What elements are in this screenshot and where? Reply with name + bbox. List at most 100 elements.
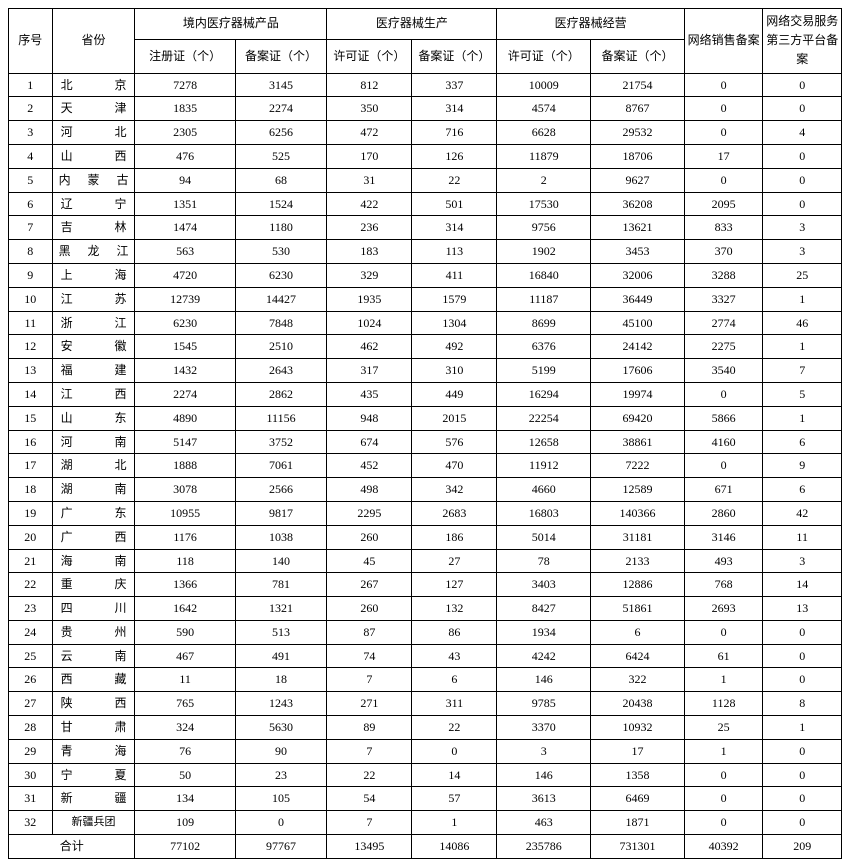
cell-value: 6 xyxy=(763,430,842,454)
cell-value: 11879 xyxy=(497,144,591,168)
cell-value: 1366 xyxy=(135,573,235,597)
table-row: 20广西11761038260186501431181314611 xyxy=(9,525,842,549)
cell-value: 8 xyxy=(763,692,842,716)
table-row: 18湖南307825664983424660125896716 xyxy=(9,478,842,502)
cell-value: 462 xyxy=(327,335,412,359)
cell-province: 新疆 xyxy=(52,787,135,811)
cell-province: 天津 xyxy=(52,97,135,121)
table-row: 25云南467491744342426424610 xyxy=(9,644,842,668)
cell-value: 1934 xyxy=(497,620,591,644)
table-row: 22重庆136678126712734031288676814 xyxy=(9,573,842,597)
cell-value: 0 xyxy=(763,811,842,835)
cell-value: 0 xyxy=(763,620,842,644)
cell-index: 29 xyxy=(9,739,53,763)
cell-value: 3752 xyxy=(235,430,327,454)
cell-value: 311 xyxy=(412,692,497,716)
cell-index: 4 xyxy=(9,144,53,168)
cell-value: 0 xyxy=(763,763,842,787)
cell-value: 6424 xyxy=(591,644,685,668)
cell-value: 10009 xyxy=(497,73,591,97)
cell-value: 2862 xyxy=(235,382,327,406)
cell-value: 492 xyxy=(412,335,497,359)
header-index: 序号 xyxy=(9,9,53,74)
cell-value: 126 xyxy=(412,144,497,168)
table-row: 32新疆兵团109071463187100 xyxy=(9,811,842,835)
table-row: 27陕西765124327131197852043811288 xyxy=(9,692,842,716)
cell-value: 20438 xyxy=(591,692,685,716)
cell-value: 435 xyxy=(327,382,412,406)
cell-index: 16 xyxy=(9,430,53,454)
table-row: 12安徽1545251046249263762414222751 xyxy=(9,335,842,359)
cell-value: 0 xyxy=(684,763,762,787)
cell-value: 411 xyxy=(412,263,497,287)
cell-value: 105 xyxy=(235,787,327,811)
cell-value: 0 xyxy=(684,811,762,835)
cell-province: 福建 xyxy=(52,359,135,383)
cell-value: 10932 xyxy=(591,716,685,740)
cell-value: 350 xyxy=(327,97,412,121)
cell-value: 45 xyxy=(327,549,412,573)
cell-value: 3370 xyxy=(497,716,591,740)
cell-value: 463 xyxy=(497,811,591,835)
cell-value: 812 xyxy=(327,73,412,97)
cell-value: 113 xyxy=(412,240,497,264)
cell-value: 6 xyxy=(412,668,497,692)
cell-value: 590 xyxy=(135,620,235,644)
cell-province: 宁夏 xyxy=(52,763,135,787)
cell-province: 山东 xyxy=(52,406,135,430)
cell-value: 0 xyxy=(684,787,762,811)
table-total-row: 合计77102977671349514086235786731301403922… xyxy=(9,835,842,859)
cell-index: 5 xyxy=(9,168,53,192)
cell-value: 5866 xyxy=(684,406,762,430)
cell-value: 1358 xyxy=(591,763,685,787)
cell-total-value: 97767 xyxy=(235,835,327,859)
cell-value: 2860 xyxy=(684,501,762,525)
cell-value: 0 xyxy=(763,787,842,811)
cell-value: 16840 xyxy=(497,263,591,287)
header-record-cert1: 备案证（个） xyxy=(235,39,327,73)
cell-value: 6230 xyxy=(235,263,327,287)
cell-province: 四川 xyxy=(52,597,135,621)
cell-province: 海南 xyxy=(52,549,135,573)
cell-value: 23 xyxy=(235,763,327,787)
cell-value: 2095 xyxy=(684,192,762,216)
cell-value: 132 xyxy=(412,597,497,621)
cell-value: 0 xyxy=(763,97,842,121)
cell-value: 0 xyxy=(235,811,327,835)
cell-value: 1871 xyxy=(591,811,685,835)
header-record-cert3: 备案证（个） xyxy=(591,39,685,73)
cell-value: 3613 xyxy=(497,787,591,811)
cell-value: 7848 xyxy=(235,311,327,335)
table-row: 2天津183522743503144574876700 xyxy=(9,97,842,121)
cell-value: 12658 xyxy=(497,430,591,454)
cell-value: 27 xyxy=(412,549,497,573)
cell-province: 上海 xyxy=(52,263,135,287)
cell-value: 671 xyxy=(684,478,762,502)
cell-value: 87 xyxy=(327,620,412,644)
cell-value: 1 xyxy=(763,335,842,359)
cell-value: 4160 xyxy=(684,430,762,454)
cell-province: 云南 xyxy=(52,644,135,668)
cell-value: 94 xyxy=(135,168,235,192)
cell-value: 370 xyxy=(684,240,762,264)
cell-value: 0 xyxy=(763,144,842,168)
cell-value: 476 xyxy=(135,144,235,168)
table-row: 17湖北1888706145247011912722209 xyxy=(9,454,842,478)
cell-value: 1304 xyxy=(412,311,497,335)
cell-index: 11 xyxy=(9,311,53,335)
cell-value: 9 xyxy=(763,454,842,478)
cell-value: 260 xyxy=(327,525,412,549)
cell-index: 30 xyxy=(9,763,53,787)
header-net-sales: 网络销售备案 xyxy=(684,9,762,74)
table-row: 19广东1095598172295268316803140366286042 xyxy=(9,501,842,525)
cell-value: 22 xyxy=(412,168,497,192)
cell-value: 2015 xyxy=(412,406,497,430)
cell-value: 2275 xyxy=(684,335,762,359)
cell-value: 2774 xyxy=(684,311,762,335)
cell-value: 17 xyxy=(591,739,685,763)
cell-value: 0 xyxy=(684,168,762,192)
cell-value: 140366 xyxy=(591,501,685,525)
cell-value: 25 xyxy=(763,263,842,287)
table-row: 21海南11814045277821334933 xyxy=(9,549,842,573)
cell-index: 20 xyxy=(9,525,53,549)
